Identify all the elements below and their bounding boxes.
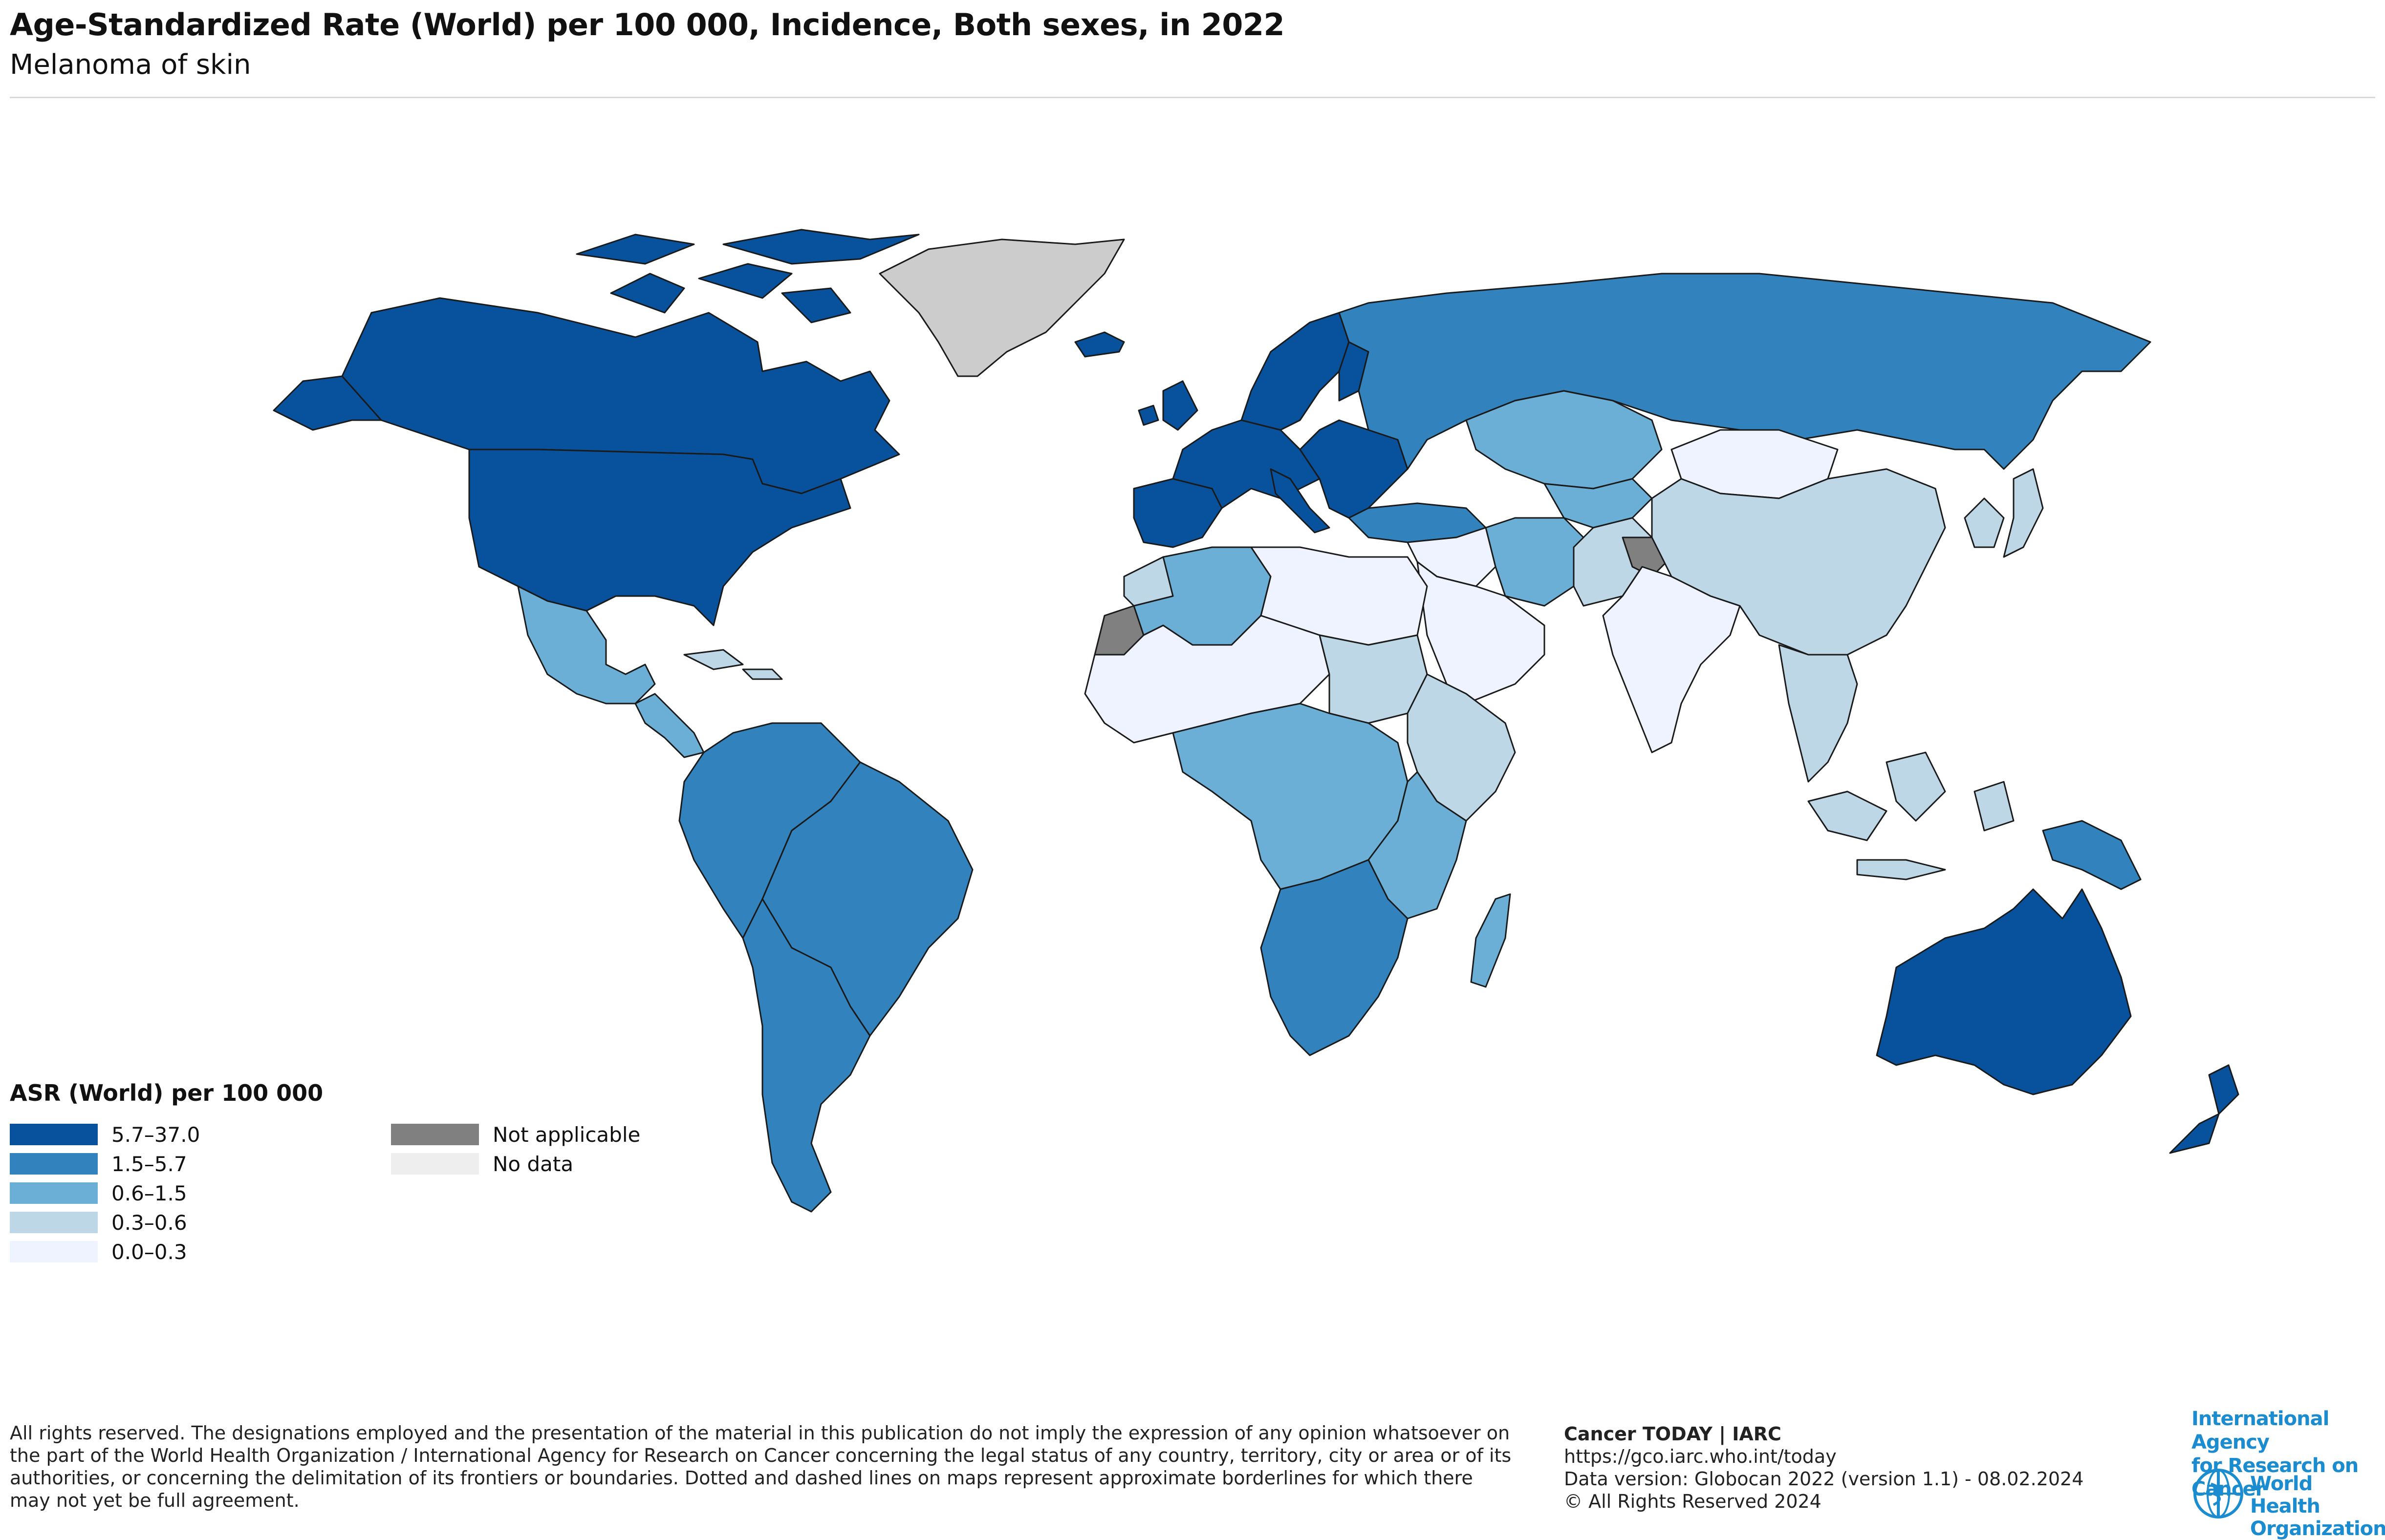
header-divider — [10, 97, 2375, 98]
legend-special-swatch — [391, 1124, 479, 1145]
legend-bin-label: 0.6–1.5 — [111, 1181, 187, 1205]
map-region-china — [1651, 468, 1946, 656]
legend-bin-label: 0.3–0.6 — [111, 1210, 187, 1235]
map-region-korea-japan — [1964, 468, 2044, 558]
legend-title: ASR (World) per 100 000 — [10, 1080, 324, 1106]
legend-bin-swatch — [10, 1212, 98, 1233]
map-region-arabian-peninsula — [1416, 561, 1545, 705]
map-region-indonesia — [1807, 751, 2015, 880]
map-region-italy — [1270, 468, 1330, 534]
map-region-greenland — [879, 238, 1125, 377]
map-region-southern-africa — [1260, 859, 1409, 1056]
legend-special-label: Not applicable — [493, 1122, 641, 1147]
map-region-russia — [1338, 273, 2151, 470]
legend-bin-label: 5.7–37.0 — [111, 1122, 200, 1147]
legend-special-label: No data — [493, 1152, 574, 1176]
legend-bin-item: 5.7–37.0 — [10, 1122, 200, 1147]
disclaimer-text: All rights reserved. The designations em… — [10, 1422, 1512, 1511]
legend-special-item: Not applicable — [391, 1122, 641, 1147]
who-logo-line2: Organization — [2250, 1518, 2385, 1540]
iarc-logo-line2: for Research on Cancer — [2191, 1454, 2359, 1500]
who-emblem-icon — [2193, 1469, 2243, 1519]
legend-bin-item: 0.3–0.6 — [10, 1210, 187, 1235]
legend-bin-item: 0.0–0.3 — [10, 1240, 187, 1264]
map-region-papua-new-guinea — [2042, 820, 2142, 890]
legend-bin-swatch — [10, 1241, 98, 1262]
map-subtitle: Melanoma of skin — [10, 49, 251, 81]
iarc-logo-line1: International Agency — [2191, 1408, 2329, 1454]
map-region-canada-arctic — [576, 229, 920, 323]
map-region-new-zealand — [2169, 1064, 2239, 1154]
source-credits: Cancer TODAY | IARC https://gco.iarc.who… — [1564, 1423, 2083, 1513]
map-region-alaska — [273, 375, 382, 431]
who-logo: World Health Organization — [2191, 1467, 2385, 1540]
source-title: Cancer TODAY | IARC — [1564, 1423, 1781, 1445]
map-region-iceland — [1074, 331, 1125, 358]
legend-bin-item: 0.6–1.5 — [10, 1181, 187, 1205]
who-logo-line1: World Health — [2250, 1473, 2320, 1518]
map-region-horn-of-africa — [1407, 673, 1516, 822]
map-region-scandinavia — [1240, 312, 1350, 431]
legend-bin-label: 1.5–5.7 — [111, 1152, 187, 1176]
legend-bin-item: 1.5–5.7 — [10, 1152, 187, 1176]
map-region-madagascar — [1470, 893, 1511, 988]
map-region-southeast-asia — [1778, 644, 1858, 783]
legend-special-item: No data — [391, 1152, 574, 1176]
legend-bin-swatch — [10, 1153, 98, 1175]
map-region-caribbean — [683, 649, 783, 680]
copyright-notice: © All Rights Reserved 2024 — [1564, 1491, 1821, 1512]
iarc-logo: International Agency for Research on Can… — [2191, 1407, 2385, 1501]
map-region-southern-cone — [742, 898, 871, 1213]
map-region-kazakhstan — [1465, 390, 1663, 490]
source-url[interactable]: https://gco.iarc.who.int/today — [1564, 1446, 1837, 1467]
data-version: Data version: Globocan 2022 (version 1.1… — [1564, 1468, 2084, 1490]
map-region-iberia — [1133, 478, 1223, 548]
legend-bin-label: 0.0–0.3 — [111, 1240, 187, 1264]
map-region-central-asia — [1543, 478, 1653, 529]
map-region-iran — [1485, 517, 1584, 607]
legend-bin-swatch — [10, 1182, 98, 1204]
legend-special-swatch — [391, 1153, 479, 1175]
map-region-mexico — [517, 585, 656, 705]
legend-bin-swatch — [10, 1124, 98, 1145]
map-title: Age-Standardized Rate (World) per 100 00… — [10, 7, 1285, 43]
map-region-central-america — [634, 693, 705, 758]
map-region-australia — [1876, 888, 2132, 1095]
